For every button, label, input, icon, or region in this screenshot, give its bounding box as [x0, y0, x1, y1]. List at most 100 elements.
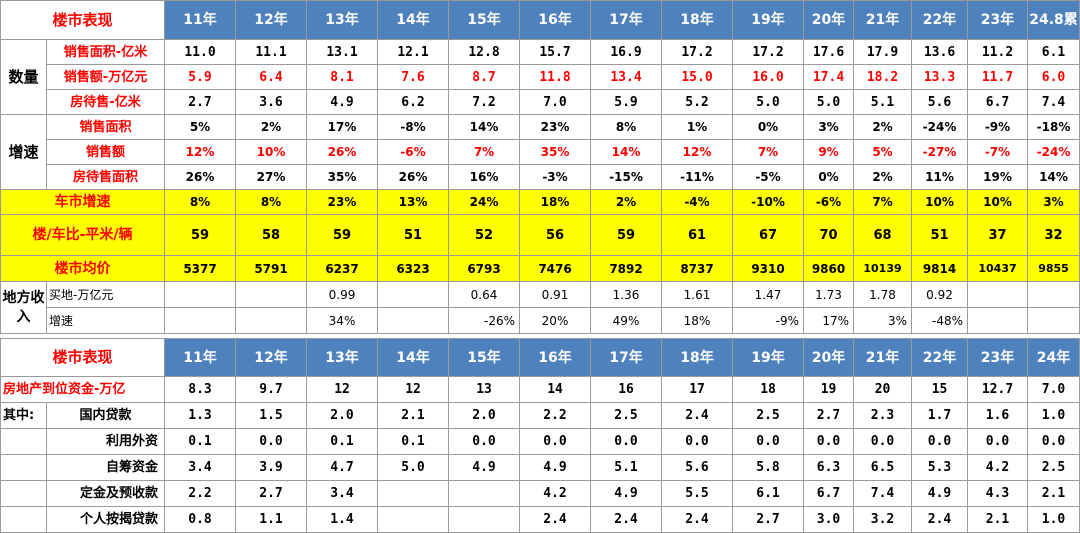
cell: 37: [967, 214, 1029, 256]
cell: 4.2: [519, 480, 592, 507]
year-header: 13年: [306, 0, 379, 40]
row-label: 国内贷款: [45, 402, 166, 429]
cell: 6.1: [732, 480, 805, 507]
cell: 0.0: [448, 428, 521, 455]
cell: 0.0: [590, 428, 663, 455]
cell: 0.99: [306, 281, 379, 308]
cell: 3.0: [803, 506, 855, 533]
header-label: 楼市表现: [0, 338, 166, 377]
cell: 0.0: [911, 428, 969, 455]
row-label: 自筹资金: [45, 454, 166, 481]
cell: 32: [1027, 214, 1080, 256]
cell: 58: [235, 214, 308, 256]
cell: 5.5: [661, 480, 734, 507]
cell: 5.0: [377, 454, 450, 481]
cell: 8%: [164, 189, 237, 215]
cell: 14%: [590, 139, 663, 165]
table-row: 利用外资 0.1 0.0 0.1 0.1 0.0 0.0 0.0 0.0 0.0…: [0, 428, 1080, 455]
cell: -18%: [1027, 114, 1080, 140]
cell: 16.0: [732, 64, 805, 90]
cell: 26%: [164, 164, 237, 190]
cell: 7.0: [1027, 376, 1080, 403]
cell: 0.0: [803, 428, 855, 455]
cell: 5.1: [853, 89, 913, 115]
table-header-row: 楼市表现 11年 12年 13年 14年 15年 16年 17年 18年 19年…: [0, 0, 1080, 40]
cell: 10%: [911, 189, 969, 215]
cell: 1.36: [590, 281, 663, 308]
cell: 6.7: [803, 480, 855, 507]
table-header-row: 楼市表现 11年 12年 13年 14年 15年 16年 17年 18年 19年…: [0, 338, 1080, 377]
cell: 2.7: [235, 480, 308, 507]
year-header: 14年: [377, 0, 450, 40]
cell: 0.0: [853, 428, 913, 455]
cell: [448, 506, 521, 533]
cell: 1.4: [306, 506, 379, 533]
cell: 35%: [306, 164, 379, 190]
cell: 0.64: [448, 281, 521, 308]
cell: 67: [732, 214, 805, 256]
cell: 14%: [1027, 164, 1080, 190]
cell: 23%: [306, 189, 379, 215]
cell: 15.7: [519, 39, 592, 65]
table-row: 定金及预收款 2.2 2.7 3.4 4.2 4.9 5.5 6.1 6.7 7…: [0, 480, 1080, 507]
cell: 11%: [911, 164, 969, 190]
cell: 2.4: [661, 402, 734, 429]
cell: 5791: [235, 255, 308, 282]
table-row: 房待售-亿米 2.7 3.6 4.9 6.2 7.2 7.0 5.9 5.2 5…: [1, 89, 1080, 115]
cell: 15: [911, 376, 969, 403]
cell: 49%: [590, 307, 663, 334]
cell: 59: [590, 214, 663, 256]
cell: 2.2: [519, 402, 592, 429]
cell: 7.4: [1027, 89, 1080, 115]
cell: 2%: [853, 164, 913, 190]
row-label: 增速: [45, 307, 166, 334]
empty-cell: [0, 506, 47, 533]
cell: 1.78: [853, 281, 913, 308]
cell: 12.8: [448, 39, 521, 65]
cell: 2.4: [911, 506, 969, 533]
cell: 7892: [590, 255, 663, 282]
cell: 9%: [803, 139, 855, 165]
cell: 1.5: [235, 402, 308, 429]
cell: [377, 307, 450, 334]
cell: 10%: [235, 139, 308, 165]
cell: -8%: [377, 114, 450, 140]
year-header: 12年: [235, 0, 308, 40]
row-label: 利用外资: [45, 428, 166, 455]
cell: 7.2: [448, 89, 521, 115]
table-row: 增速 销售面积 5% 2% 17% -8% 14% 23% 8% 1% 0% 3…: [0, 114, 1080, 190]
cell: 1.61: [661, 281, 734, 308]
cell: 2.4: [590, 506, 663, 533]
cell: 0.1: [306, 428, 379, 455]
cell: -10%: [732, 189, 805, 215]
cell: [967, 281, 1029, 308]
cell: 3%: [803, 114, 855, 140]
table-row: 销售额 12% 10% 26% -6% 7% 35% 14% 12% 7% 9%…: [1, 139, 1080, 165]
cell: 8%: [235, 189, 308, 215]
year-header: 18年: [661, 338, 734, 377]
cell: 5%: [853, 139, 913, 165]
cell: 1.6: [967, 402, 1029, 429]
cell: 13.6: [911, 39, 969, 65]
cell: 6793: [448, 255, 521, 282]
cell: 8.1: [306, 64, 379, 90]
year-header: 12年: [235, 338, 308, 377]
cell: 15.0: [661, 64, 734, 90]
cell: 20%: [519, 307, 592, 334]
cell: 59: [306, 214, 379, 256]
cell: 9860: [803, 255, 855, 282]
cell: 3%: [853, 307, 913, 334]
cell: 3.4: [306, 480, 379, 507]
cell: 11.2: [967, 39, 1029, 65]
cell: 5.9: [590, 89, 663, 115]
cell: 59: [164, 214, 237, 256]
cell: 3.4: [164, 454, 237, 481]
cell: [1027, 307, 1080, 334]
year-header: 23年: [967, 0, 1029, 40]
table-row-land-purchase: 地方收入 买地-万亿元 0.99 0.64 0.91 1.36 1.61 1.4…: [0, 281, 1080, 334]
table-row: 房待售面积 26% 27% 35% 26% 16% -3% -15% -11% …: [1, 164, 1080, 190]
row-label: 销售面积: [45, 114, 166, 140]
year-header: 22年: [911, 0, 969, 40]
cell: 2.0: [306, 402, 379, 429]
cell: 4.2: [967, 454, 1029, 481]
